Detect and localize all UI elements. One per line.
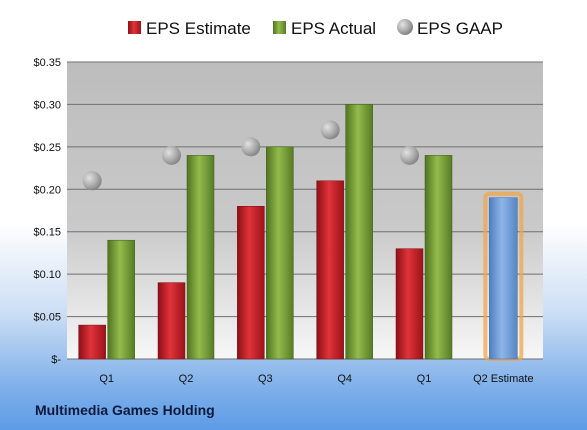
bar-eps-estimate [316, 180, 344, 360]
bar-q2-estimate [489, 197, 518, 360]
y-tick-label: $0.15 [33, 227, 61, 239]
x-tick-label: Q1 [417, 373, 432, 385]
bar-eps-estimate [78, 324, 106, 360]
x-tick-label: Q2 [179, 373, 194, 385]
legend-swatch-eps-estimate [128, 21, 141, 34]
y-tick-label: $0.20 [33, 184, 61, 196]
marker-eps-gaap [241, 137, 261, 157]
y-tick-label: $0.05 [33, 312, 61, 324]
bar-eps-actual [266, 146, 294, 360]
x-tick-label: Q4 [337, 373, 352, 385]
marker-eps-gaap [82, 171, 102, 191]
x-tick-label: Q2 Estimate [473, 373, 534, 385]
y-tick-label: $0.30 [33, 99, 61, 111]
bar-eps-estimate [237, 206, 265, 360]
legend-swatch-eps-gaap [397, 19, 413, 35]
x-tick-label: Q1 [99, 373, 114, 385]
bars [78, 104, 524, 361]
bar-eps-actual [345, 104, 373, 360]
marker-eps-gaap [320, 120, 340, 140]
bar-eps-actual [424, 155, 453, 360]
legend-label-eps-estimate: EPS Estimate [146, 19, 251, 38]
gridlines [67, 61, 543, 360]
y-tick-label: $- [51, 354, 61, 366]
legend-label-eps-gaap: EPS GAAP [417, 19, 503, 38]
bar-eps-actual [107, 239, 135, 360]
bar-eps-estimate [395, 248, 424, 360]
gaap-markers [82, 120, 419, 191]
y-tick-label: $0.25 [33, 142, 61, 154]
y-axis-ticks: $- $0.05 $0.10 $0.15 $0.20 $0.25 $0.30 $0.35 [33, 57, 61, 366]
x-axis-labels: Q1 Q2 Q3 Q4 Q1 Q2 Estimate [99, 373, 533, 385]
legend-label-eps-actual: EPS Actual [291, 19, 376, 38]
legend-swatch-eps-actual [273, 21, 286, 34]
bar-eps-estimate [157, 282, 186, 360]
marker-eps-gaap [162, 145, 181, 165]
plot-area [67, 62, 543, 359]
company-name: Multimedia Games Holding [35, 402, 215, 418]
marker-eps-gaap [400, 145, 419, 165]
y-tick-label: $0.35 [33, 57, 61, 69]
bar-eps-actual [186, 155, 215, 360]
y-tick-label: $0.10 [33, 269, 61, 281]
x-tick-label: Q3 [258, 373, 273, 385]
legend: EPS Estimate EPS Actual EPS GAAP [128, 19, 503, 38]
